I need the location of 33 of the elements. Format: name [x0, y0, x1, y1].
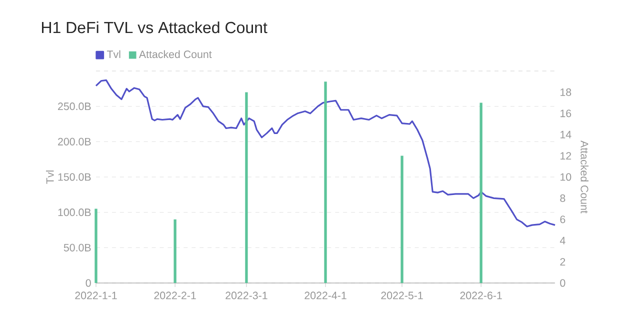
x-tick-label: 2022-6-1	[460, 292, 502, 300]
bar	[174, 219, 176, 283]
bar	[94, 208, 98, 283]
x-tick-label: 2022-1-1	[75, 292, 117, 300]
y-tick-label: 150.0B	[58, 173, 91, 181]
y-tick-label: 50.0B	[64, 244, 91, 252]
y2-tick-label: 18	[560, 88, 572, 96]
bar	[324, 82, 327, 283]
x-tick-label: 2022-4-1	[304, 292, 346, 300]
y-tick-label: 0	[86, 279, 91, 287]
chart-title: H1 DeFi TVL vs Attacked Count	[42, 21, 268, 34]
x-tick-label: 2022-5-1	[381, 292, 423, 300]
y2-tick-label: 4	[560, 236, 566, 244]
y2-tick-label: 2	[560, 258, 566, 266]
y2-tick-label: 6	[560, 216, 566, 224]
x-tick-label: 2022-2-1	[154, 292, 196, 300]
y2-tick-label: 12	[560, 152, 572, 160]
bar	[400, 156, 404, 283]
y2-axis-title: Attacked Count	[580, 140, 589, 214]
bar	[245, 92, 248, 283]
y-tick-label: 100.0B	[58, 208, 91, 216]
y-tick-label: 200.0B	[58, 138, 91, 146]
y2-tick-label: 16	[560, 110, 572, 118]
x-tick-label: 2022-3-1	[226, 292, 268, 300]
bar	[480, 102, 482, 283]
y2-tick-label: 0	[560, 279, 566, 287]
legend-label: Attacked Count	[138, 50, 212, 58]
y2-tick-label: 10	[560, 173, 572, 181]
legend-label: Tvl	[106, 50, 120, 58]
y2-tick-label: 8	[560, 194, 566, 202]
y2-tick-label: 14	[560, 130, 572, 138]
y-axis-title: Tvl	[46, 170, 54, 184]
y-tick-label: 250.0B	[58, 102, 91, 110]
